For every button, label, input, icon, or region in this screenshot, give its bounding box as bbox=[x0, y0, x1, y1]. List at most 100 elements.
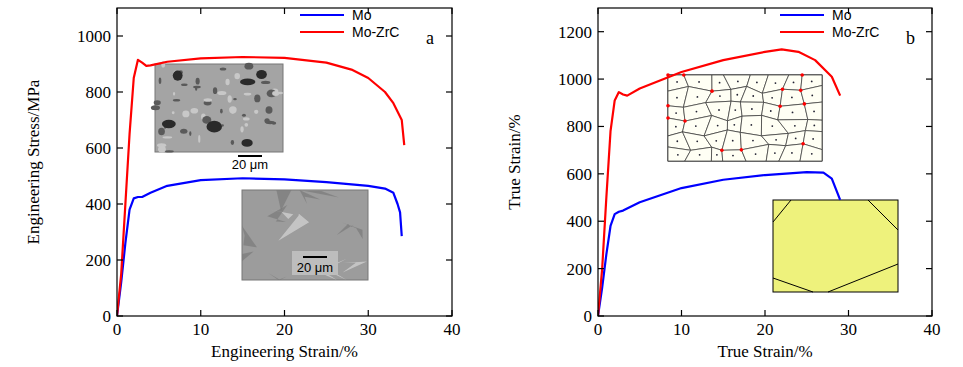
y-tick bbox=[598, 31, 604, 32]
grain bbox=[711, 147, 722, 161]
grain bbox=[685, 147, 712, 161]
texture bbox=[163, 136, 173, 138]
legend: MoMo-ZrC bbox=[300, 7, 399, 40]
particle bbox=[791, 97, 793, 99]
y-tick bbox=[117, 35, 123, 36]
texture bbox=[158, 128, 165, 135]
texture bbox=[264, 118, 269, 123]
texture bbox=[229, 106, 237, 113]
texture bbox=[231, 140, 234, 145]
pore bbox=[240, 79, 255, 86]
particle bbox=[676, 97, 678, 99]
particle bbox=[811, 95, 813, 97]
particle bbox=[752, 95, 754, 97]
legend-swatch bbox=[300, 31, 344, 33]
grain bbox=[805, 120, 822, 132]
label-patch bbox=[292, 251, 338, 275]
particle bbox=[775, 82, 777, 84]
scale-label: 20 μm bbox=[232, 157, 268, 172]
y-tick bbox=[926, 78, 932, 79]
x-tick bbox=[764, 310, 765, 316]
boundary-particle bbox=[683, 119, 687, 123]
y-tick bbox=[926, 31, 932, 32]
texture bbox=[180, 129, 187, 134]
legend-swatch bbox=[780, 14, 824, 16]
texture bbox=[228, 95, 232, 102]
x-tick-label: 0 bbox=[113, 320, 122, 339]
x-tick-label: 10 bbox=[192, 320, 209, 339]
panel: 20 μm20 μm01020304002004006008001000Engi… bbox=[24, 7, 461, 361]
texture bbox=[240, 126, 243, 132]
texture bbox=[154, 100, 161, 105]
particle bbox=[775, 139, 777, 141]
texture bbox=[243, 117, 250, 120]
texture bbox=[189, 131, 191, 136]
texture bbox=[151, 105, 160, 110]
y-tick-label: 1000 bbox=[77, 27, 111, 46]
y-tick-label: 0 bbox=[584, 307, 593, 326]
y-tick bbox=[446, 147, 452, 148]
particle bbox=[737, 81, 739, 83]
texture bbox=[244, 93, 252, 96]
legend-label: Mo-ZrC bbox=[352, 24, 399, 40]
grain bbox=[800, 144, 822, 161]
panel: 010203040020040060080010001200True Strai… bbox=[505, 7, 941, 361]
x-tick-label: 40 bbox=[444, 320, 461, 339]
grain bbox=[727, 116, 742, 132]
facet bbox=[276, 190, 291, 211]
y-tick-label: 800 bbox=[567, 117, 593, 136]
y-tick bbox=[598, 268, 604, 269]
x-tick bbox=[200, 310, 201, 316]
texture bbox=[242, 114, 246, 117]
texture bbox=[220, 68, 227, 71]
texture bbox=[206, 117, 209, 122]
plot-frame bbox=[117, 8, 452, 316]
particle bbox=[771, 97, 773, 99]
y-tick bbox=[446, 259, 452, 260]
particle bbox=[813, 125, 815, 127]
particle bbox=[811, 81, 813, 83]
facet bbox=[242, 226, 257, 248]
particle bbox=[676, 140, 678, 142]
legend-label: Mo-ZrC bbox=[832, 24, 879, 40]
x-tick-label: 20 bbox=[757, 320, 774, 339]
particle bbox=[734, 109, 736, 111]
boundary-particle bbox=[682, 73, 686, 77]
x-tick-label: 10 bbox=[673, 320, 690, 339]
grain bbox=[761, 133, 788, 145]
x-tick-label: 30 bbox=[360, 320, 377, 339]
y-tick bbox=[926, 315, 932, 316]
particle bbox=[755, 153, 757, 155]
texture bbox=[173, 99, 180, 102]
pore bbox=[256, 70, 267, 79]
grain-boundary bbox=[773, 278, 813, 292]
line-series bbox=[117, 178, 402, 316]
x-tick-label: 40 bbox=[924, 320, 941, 339]
particle bbox=[774, 152, 776, 154]
particle bbox=[811, 153, 813, 155]
boundary-particle bbox=[803, 102, 807, 106]
facet bbox=[268, 209, 293, 219]
texture bbox=[181, 83, 188, 85]
y-tick-label: 600 bbox=[567, 165, 593, 184]
x-tick bbox=[681, 310, 682, 316]
figure: 20 μm20 μm01020304002004006008001000Engi… bbox=[0, 0, 963, 367]
boundary-particle bbox=[799, 89, 803, 93]
grain bbox=[722, 130, 742, 150]
inset-image bbox=[155, 64, 283, 152]
inset-image bbox=[242, 190, 368, 280]
particle bbox=[716, 154, 718, 156]
facet bbox=[343, 261, 367, 272]
y-tick bbox=[117, 147, 123, 148]
x-tick bbox=[284, 310, 285, 316]
facet bbox=[343, 223, 363, 239]
boundary-particle bbox=[666, 116, 670, 120]
y-tick bbox=[117, 259, 123, 260]
x-tick-label: 0 bbox=[594, 320, 603, 339]
facet bbox=[337, 224, 354, 235]
particle bbox=[698, 81, 700, 83]
y-tick bbox=[117, 315, 123, 316]
boundary-particle bbox=[778, 105, 782, 109]
particle bbox=[717, 125, 719, 127]
grain bbox=[780, 89, 804, 106]
